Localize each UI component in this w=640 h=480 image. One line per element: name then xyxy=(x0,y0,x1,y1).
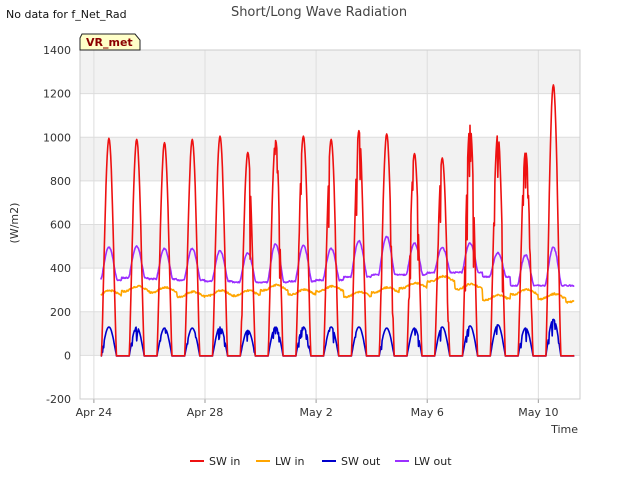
badge-label: VR_met xyxy=(86,36,133,49)
legend-label: SW in xyxy=(209,455,240,468)
legend-item-sw-out: SW out xyxy=(322,455,381,468)
y-tick-label: -200 xyxy=(46,393,71,406)
y-tick-label: 0 xyxy=(64,349,71,362)
legend-label: LW out xyxy=(414,455,452,468)
x-tick-label: Apr 24 xyxy=(76,406,113,419)
x-tick-label: May 2 xyxy=(299,406,332,419)
series-layer xyxy=(100,84,575,357)
plot-background-bands xyxy=(80,50,580,356)
legend: SW in LW in SW out LW out xyxy=(190,455,452,468)
plot-band xyxy=(80,224,580,269)
y-tick-label: 1200 xyxy=(43,88,71,101)
legend-label: SW out xyxy=(341,455,381,468)
y-tick-label: 1000 xyxy=(43,131,71,144)
x-tick-label: May 10 xyxy=(518,406,558,419)
chart-title: Short/Long Wave Radiation xyxy=(231,5,407,20)
tick-labels: -200 0 200 400 600 800 1000 1200 1400 Apr 24 Apr 2… xyxy=(43,44,558,419)
y-tick-label: 1400 xyxy=(43,44,71,57)
y-tick-label: 200 xyxy=(50,306,71,319)
legend-item-sw-in: SW in xyxy=(190,455,240,468)
y-tick-label: 800 xyxy=(50,175,71,188)
badge-shape xyxy=(79,33,141,51)
x-axis-label: Time xyxy=(550,423,578,436)
x-tick-label: May 6 xyxy=(411,406,444,419)
no-data-note: No data for f_Net_Rad xyxy=(6,8,127,21)
x-tick-label: Apr 28 xyxy=(187,406,224,419)
legend-label: LW in xyxy=(275,455,305,468)
legend-item-lw-in: LW in xyxy=(256,455,305,468)
y-tick-label: 600 xyxy=(50,219,71,232)
series-line-lw-out xyxy=(100,235,575,288)
y-tick-label: 400 xyxy=(50,262,71,275)
series-line-sw-in xyxy=(100,84,575,357)
vr-met-badge[interactable]: VR_met xyxy=(79,33,141,51)
y-axis-label: (W/m2) xyxy=(8,203,21,244)
plot-frame xyxy=(79,49,581,400)
plot-band xyxy=(80,50,580,94)
legend-item-lw-out: LW out xyxy=(395,455,452,468)
